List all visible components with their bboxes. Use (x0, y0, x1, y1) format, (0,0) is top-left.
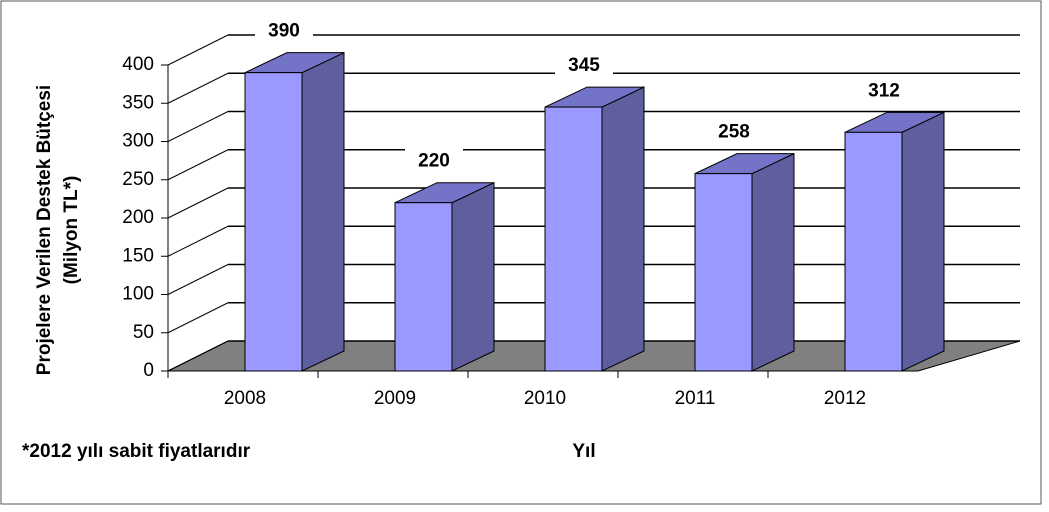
x-tick-label: 2008 (224, 388, 266, 409)
x-tick-label: 2011 (675, 388, 716, 409)
grid-line (167, 187, 229, 219)
bar-side (301, 51, 345, 372)
x-tick-label: 2009 (374, 388, 416, 409)
grid-line (167, 340, 229, 372)
x-axis-title: Yıl (572, 441, 595, 462)
grid-line (167, 111, 229, 142)
grid-line (167, 149, 229, 181)
y-tick-label: 250 (122, 169, 154, 190)
label-bg (705, 119, 763, 144)
x-tick-label: 2012 (824, 388, 866, 409)
bar (394, 202, 453, 372)
bar (694, 173, 753, 372)
data-label: 258 (718, 122, 750, 143)
bar (244, 72, 303, 372)
grid-line (167, 264, 229, 295)
bar-side (901, 111, 945, 372)
note: *2012 yılı sabit fiyatlarıdır (22, 441, 251, 462)
y-axis-title: (Milyon TL*) (61, 176, 82, 285)
bar (544, 106, 603, 372)
label-bg (405, 148, 463, 173)
bar-side (751, 152, 795, 372)
y-axis-title: Projelere Verilen Destek Bütçesi (34, 85, 55, 375)
y-tick-label: 100 (122, 284, 154, 305)
y-tick-label: 200 (122, 207, 154, 228)
bar-side (451, 181, 495, 372)
data-label: 390 (268, 21, 300, 42)
grid-line (167, 72, 229, 104)
grid-line (167, 302, 229, 334)
data-label: 312 (868, 80, 900, 101)
data-label: 220 (418, 151, 450, 172)
y-tick-label: 150 (122, 245, 154, 266)
bar-side (601, 86, 645, 372)
label-bg (255, 18, 313, 43)
y-tick-label: 300 (122, 131, 154, 152)
data-label: 345 (568, 55, 600, 76)
y-tick-label: 400 (122, 54, 154, 75)
x-tick-label: 2010 (524, 388, 566, 409)
y-tick-label: 50 (133, 322, 154, 343)
bar (844, 131, 903, 372)
y-tick-label: 350 (122, 92, 154, 113)
label-bg (855, 78, 913, 103)
y-tick-label: 0 (143, 360, 154, 381)
grid-line (167, 225, 229, 257)
label-bg (555, 53, 613, 78)
grid-line (167, 34, 229, 66)
